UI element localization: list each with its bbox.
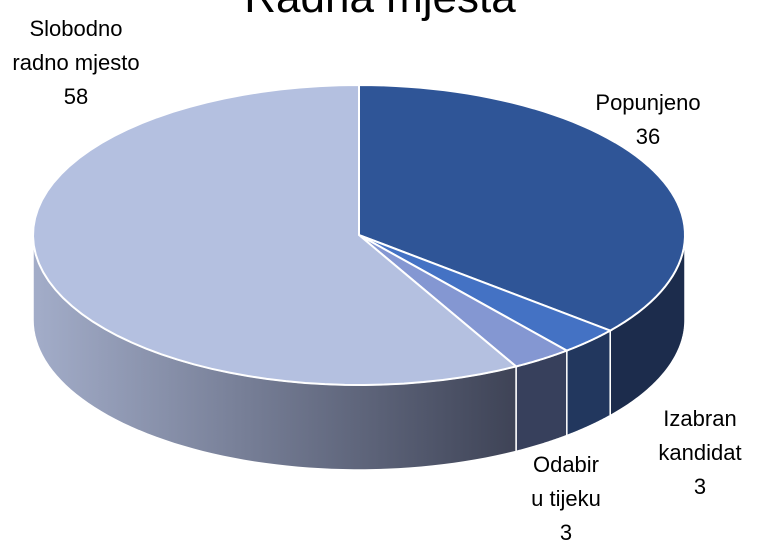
slice bbox=[358, 234, 613, 352]
slice-side bbox=[515, 349, 568, 453]
value-label: 58 bbox=[63, 84, 89, 109]
category-label: Slobodno radno mjesto bbox=[12, 16, 140, 75]
data-label: Popunjeno 36 bbox=[578, 86, 718, 154]
category-label: Popunjeno bbox=[595, 90, 701, 115]
value-label: 3 bbox=[559, 520, 573, 545]
data-label: Izabran kandidat 3 bbox=[645, 402, 755, 504]
slice bbox=[358, 83, 686, 332]
data-label: Odabir u tijeku 3 bbox=[526, 448, 606, 550]
value-label: 3 bbox=[693, 474, 707, 499]
value-label: 36 bbox=[635, 124, 661, 149]
slice bbox=[32, 83, 519, 386]
category-label: Odabir u tijeku bbox=[531, 452, 601, 511]
chart-title: Radna mjesta bbox=[244, 0, 516, 22]
slice bbox=[358, 234, 570, 368]
data-label: Slobodno radno mjesto 58 bbox=[11, 12, 141, 114]
category-label: Izabran kandidat bbox=[658, 406, 742, 465]
